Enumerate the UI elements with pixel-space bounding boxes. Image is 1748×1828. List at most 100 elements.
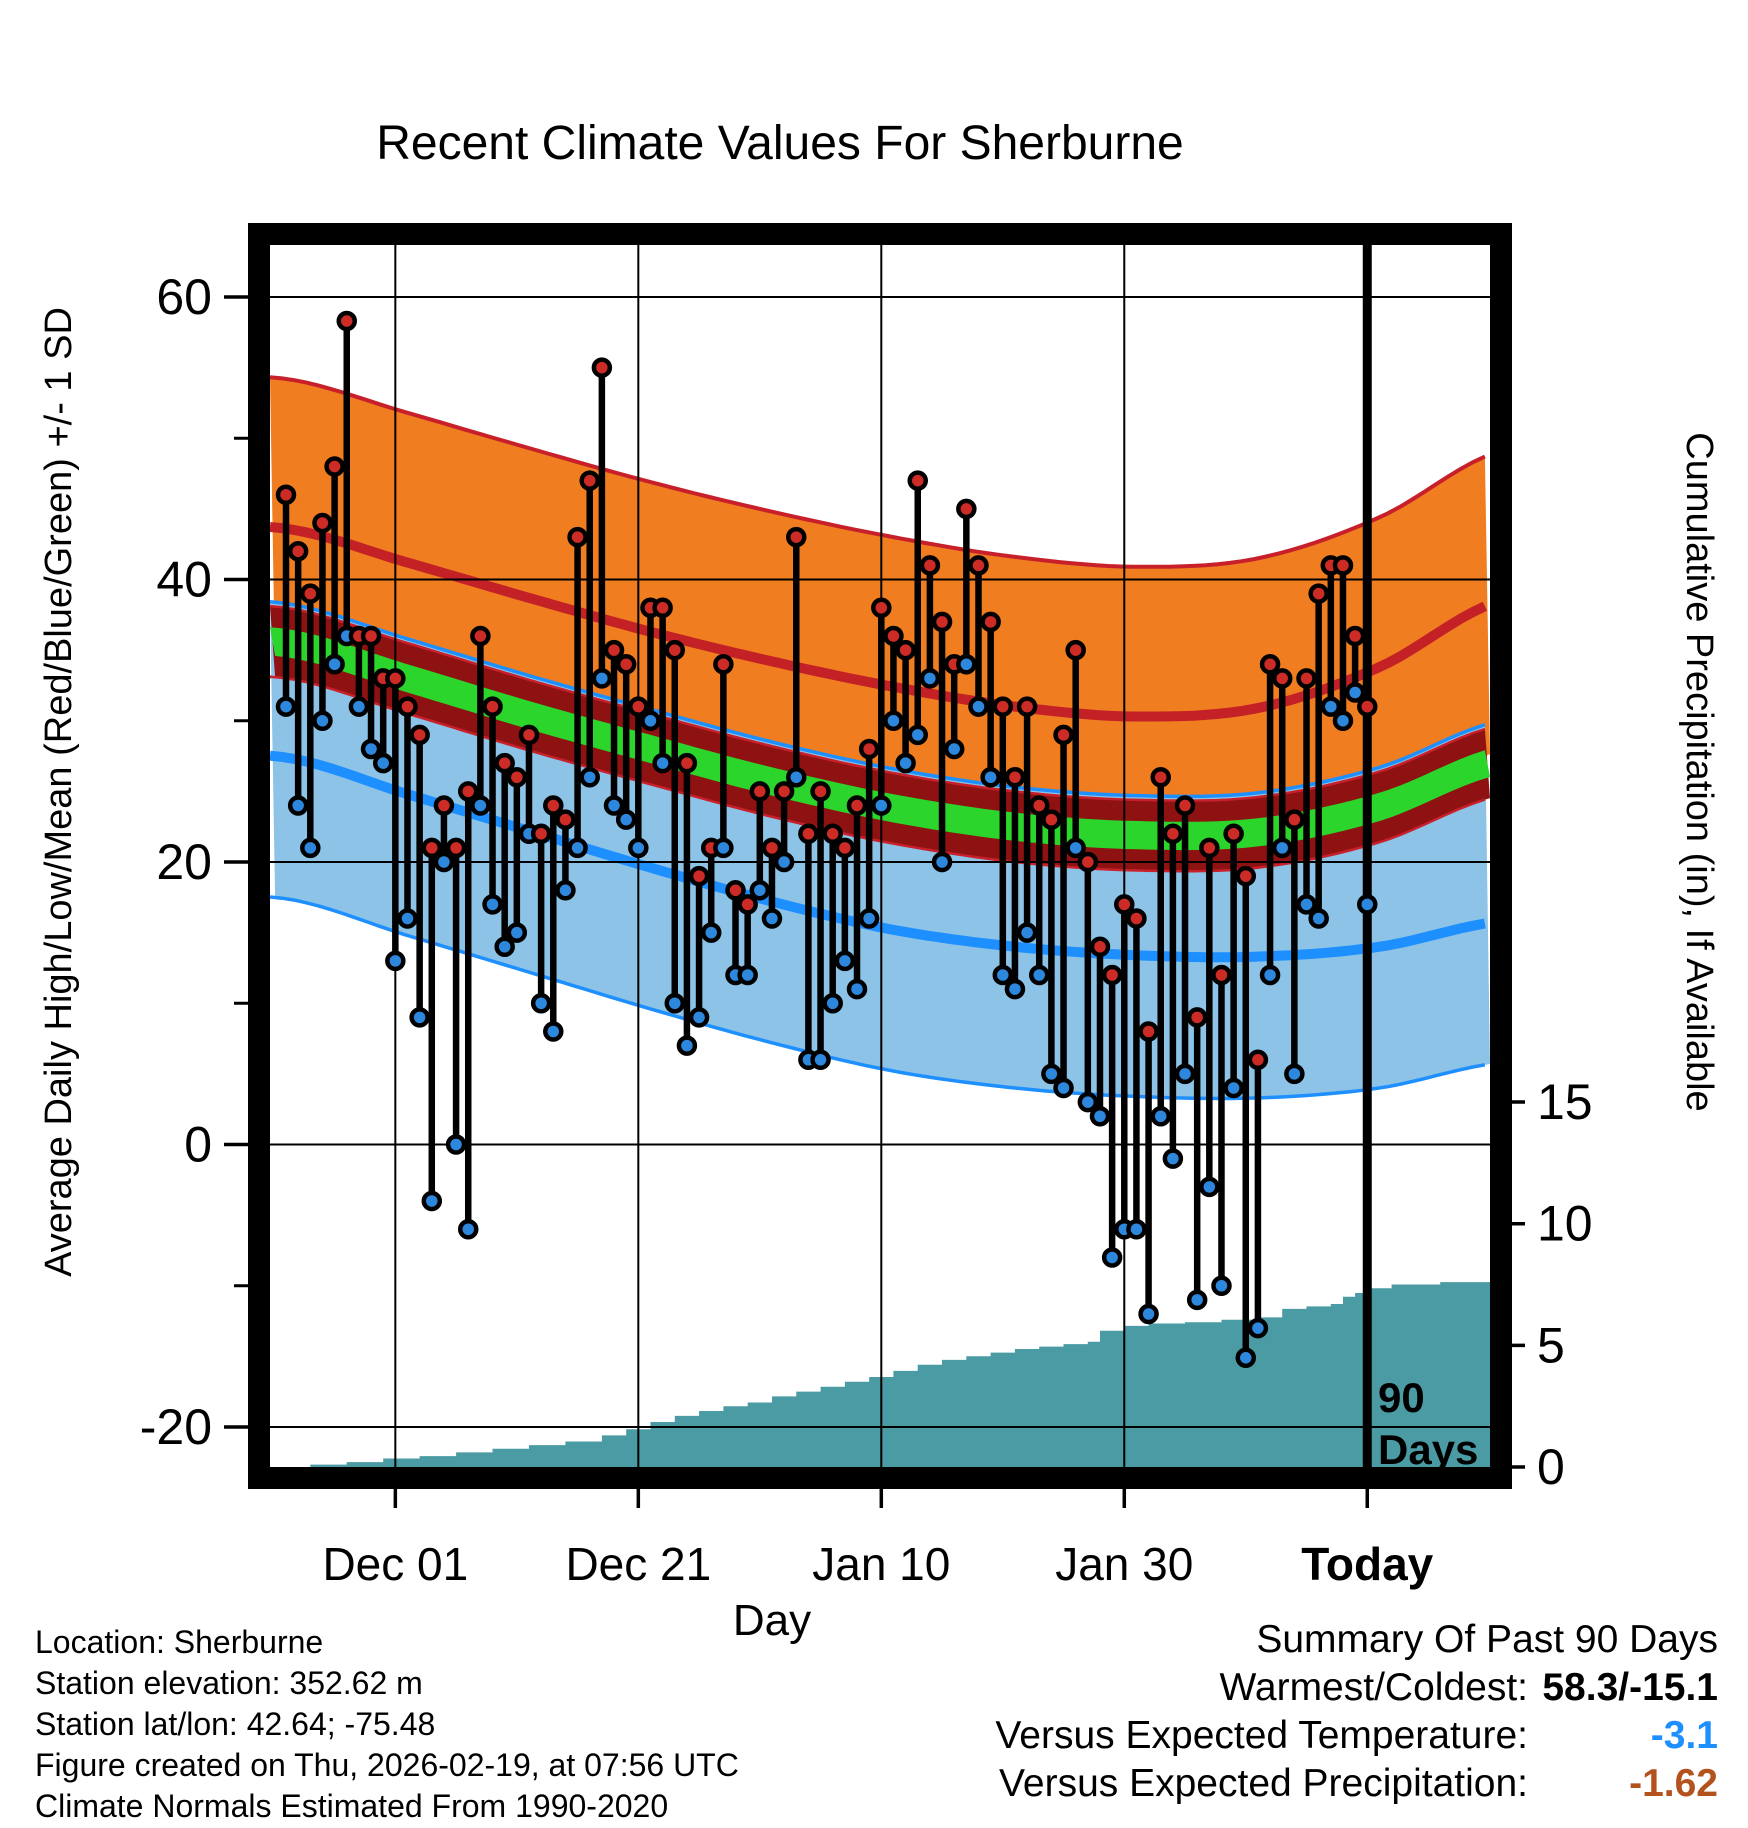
low-dot	[628, 837, 649, 859]
high-dot	[713, 654, 734, 675]
high-dot	[1174, 795, 1196, 816]
precipitation-fill	[270, 1282, 1490, 1467]
high-dot	[822, 823, 843, 844]
low-dot	[385, 950, 406, 972]
high-dot	[761, 837, 783, 859]
low-dot	[615, 809, 637, 830]
low-dot	[1174, 1063, 1196, 1085]
low-dot	[494, 936, 515, 957]
low-dot	[409, 1007, 430, 1028]
high-dot	[871, 597, 892, 618]
tick-labels: 60 40 20 0 -20 15 10 5 0 Dec 01 Dec 21 Jan 10 Jan 30…	[140, 269, 1593, 1590]
x-tick-label: Today	[1301, 1538, 1433, 1590]
high-dot	[1332, 555, 1354, 576]
low-dot	[1284, 1063, 1305, 1085]
low-dot	[1357, 894, 1378, 915]
high-dot	[1077, 851, 1099, 873]
ninety-days-text: 90	[1378, 1374, 1425, 1421]
x-tick-label: Dec 01	[322, 1538, 468, 1590]
high-dot	[773, 781, 795, 802]
high-dot	[846, 795, 868, 816]
figure-created-line: Figure created on Thu, 2026-02-19, at 07…	[35, 1747, 739, 1783]
high-dot	[1247, 1049, 1269, 1070]
low-dot	[287, 795, 309, 816]
high-dot	[1211, 964, 1232, 986]
high-dot	[470, 625, 491, 647]
high-dot	[591, 357, 613, 378]
high-dot	[555, 809, 576, 830]
low-dot	[640, 710, 661, 731]
low-dot	[470, 795, 491, 816]
high-dot	[506, 767, 528, 788]
page-title: Recent Climate Values For Sherburne	[376, 117, 1184, 170]
high-dot	[360, 625, 382, 647]
high-dot	[1186, 1007, 1208, 1028]
low-dot	[372, 752, 394, 774]
high-dot	[567, 526, 588, 548]
low-dot	[980, 767, 1001, 788]
low-dot	[700, 922, 722, 943]
high-dot	[1296, 668, 1317, 689]
low-dot	[1053, 1077, 1074, 1099]
left-tick-label: 20	[156, 834, 212, 890]
low-dot	[1138, 1303, 1159, 1325]
low-dot	[506, 922, 528, 943]
low-dot	[1126, 1219, 1147, 1240]
high-dot	[518, 724, 540, 746]
low-dot	[968, 696, 989, 717]
low-dot	[603, 795, 625, 816]
low-dot	[737, 964, 758, 986]
high-dot	[749, 781, 771, 802]
low-dot	[871, 795, 892, 816]
gridlines	[270, 245, 1490, 1467]
high-dot	[579, 470, 600, 491]
climate-normals-line: Climate Normals Estimated From 1990-2020	[35, 1788, 669, 1824]
low-dot	[1296, 894, 1317, 915]
low-dot	[591, 668, 613, 689]
high-dot	[482, 696, 503, 717]
ninety-days-text: Days	[1378, 1426, 1478, 1473]
vs-expected-precipitation-value: -1.62	[1629, 1762, 1718, 1805]
low-dot	[749, 880, 771, 901]
low-dot	[1235, 1347, 1257, 1369]
high-dot	[1065, 639, 1086, 661]
low-dot	[931, 851, 953, 873]
summary-row-warmest-coldest: Warmest/Coldest: 58.3/-15.1	[958, 1664, 1718, 1712]
summary-label: Versus Expected Temperature:	[995, 1714, 1528, 1757]
high-dot	[409, 724, 430, 746]
vs-expected-temperature-value: -3.1	[1650, 1714, 1718, 1757]
left-tick-label: 40	[156, 552, 212, 608]
high-band-top-edge	[270, 375, 1486, 569]
high-dot	[931, 611, 953, 633]
low-dot	[579, 767, 600, 788]
high-dot	[543, 795, 564, 816]
low-dot	[1101, 1247, 1123, 1268]
x-axis-label: Day	[732, 1596, 812, 1645]
right-axis-label: Cumulative Precipitation (in), If Availa…	[1678, 432, 1720, 1112]
high-dot	[312, 512, 333, 534]
low-dot	[1332, 710, 1354, 731]
low-dot	[1259, 964, 1281, 986]
left-tick-label: -20	[140, 1399, 212, 1455]
high-dot	[530, 823, 552, 844]
low-dot	[1065, 837, 1086, 859]
right-tick-label: 0	[1537, 1439, 1565, 1495]
left-axis-label: Average Daily High/Low/Mean (Red/Blue/Gr…	[38, 307, 80, 1277]
high-dot	[1041, 809, 1062, 830]
station-location-line: Location: Sherburne	[35, 1624, 324, 1660]
low-dot	[943, 738, 965, 760]
high-dot	[300, 583, 321, 604]
x-tick-label: Jan 10	[812, 1538, 950, 1590]
high-dot	[834, 837, 856, 859]
high-dot	[615, 654, 637, 675]
high-dot	[1259, 654, 1281, 675]
high-dot	[786, 526, 807, 548]
low-dot	[421, 1190, 443, 1212]
high-dot	[1162, 823, 1184, 844]
high-dot	[883, 625, 904, 647]
high-dot	[1114, 894, 1135, 915]
high-dot	[1138, 1021, 1159, 1042]
low-dot	[1162, 1148, 1184, 1169]
high-dot	[1089, 936, 1111, 957]
